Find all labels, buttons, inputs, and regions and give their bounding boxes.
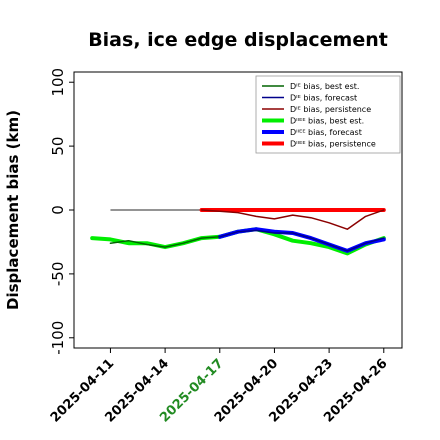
y-axis: -100 -50 0 50 100 <box>49 68 74 355</box>
y-tick-label: 50 <box>49 137 67 156</box>
chart-title: Bias, ice edge displacement <box>88 29 388 51</box>
y-tick-label: -100 <box>49 321 67 355</box>
legend-label: Dᴵᴵᴱᴱ bias, persistence <box>290 140 376 149</box>
x-axis: 2025-04-112025-04-142025-04-172025-04-20… <box>48 348 391 426</box>
y-tick-label: 100 <box>49 68 67 97</box>
y-tick-label: -50 <box>49 262 67 287</box>
legend: Dᴵᴱ bias, best est. Dᴵᴱ bias, forecast Dᴵᴱ… <box>255 75 401 154</box>
legend-label: Dᴵᴵᴱᴱ bias, best est. <box>290 117 364 126</box>
legend-label: Dᴵᴵᴱᴱ bias, forecast <box>290 128 362 137</box>
y-tick-label: 0 <box>49 205 67 215</box>
legend-label: Dᴵᴱ bias, forecast <box>290 94 357 103</box>
series-layer <box>90 208 386 256</box>
series-line-2 <box>219 229 385 252</box>
legend-box <box>255 75 401 154</box>
legend-label: Dᴵᴱ bias, best est. <box>290 82 359 91</box>
y-axis-label: Displacement bias (km) <box>4 110 22 310</box>
series-line-1 <box>109 236 221 248</box>
series-line-3 <box>200 209 385 230</box>
legend-label: Dᴵᴱ bias, persistence <box>290 105 371 114</box>
